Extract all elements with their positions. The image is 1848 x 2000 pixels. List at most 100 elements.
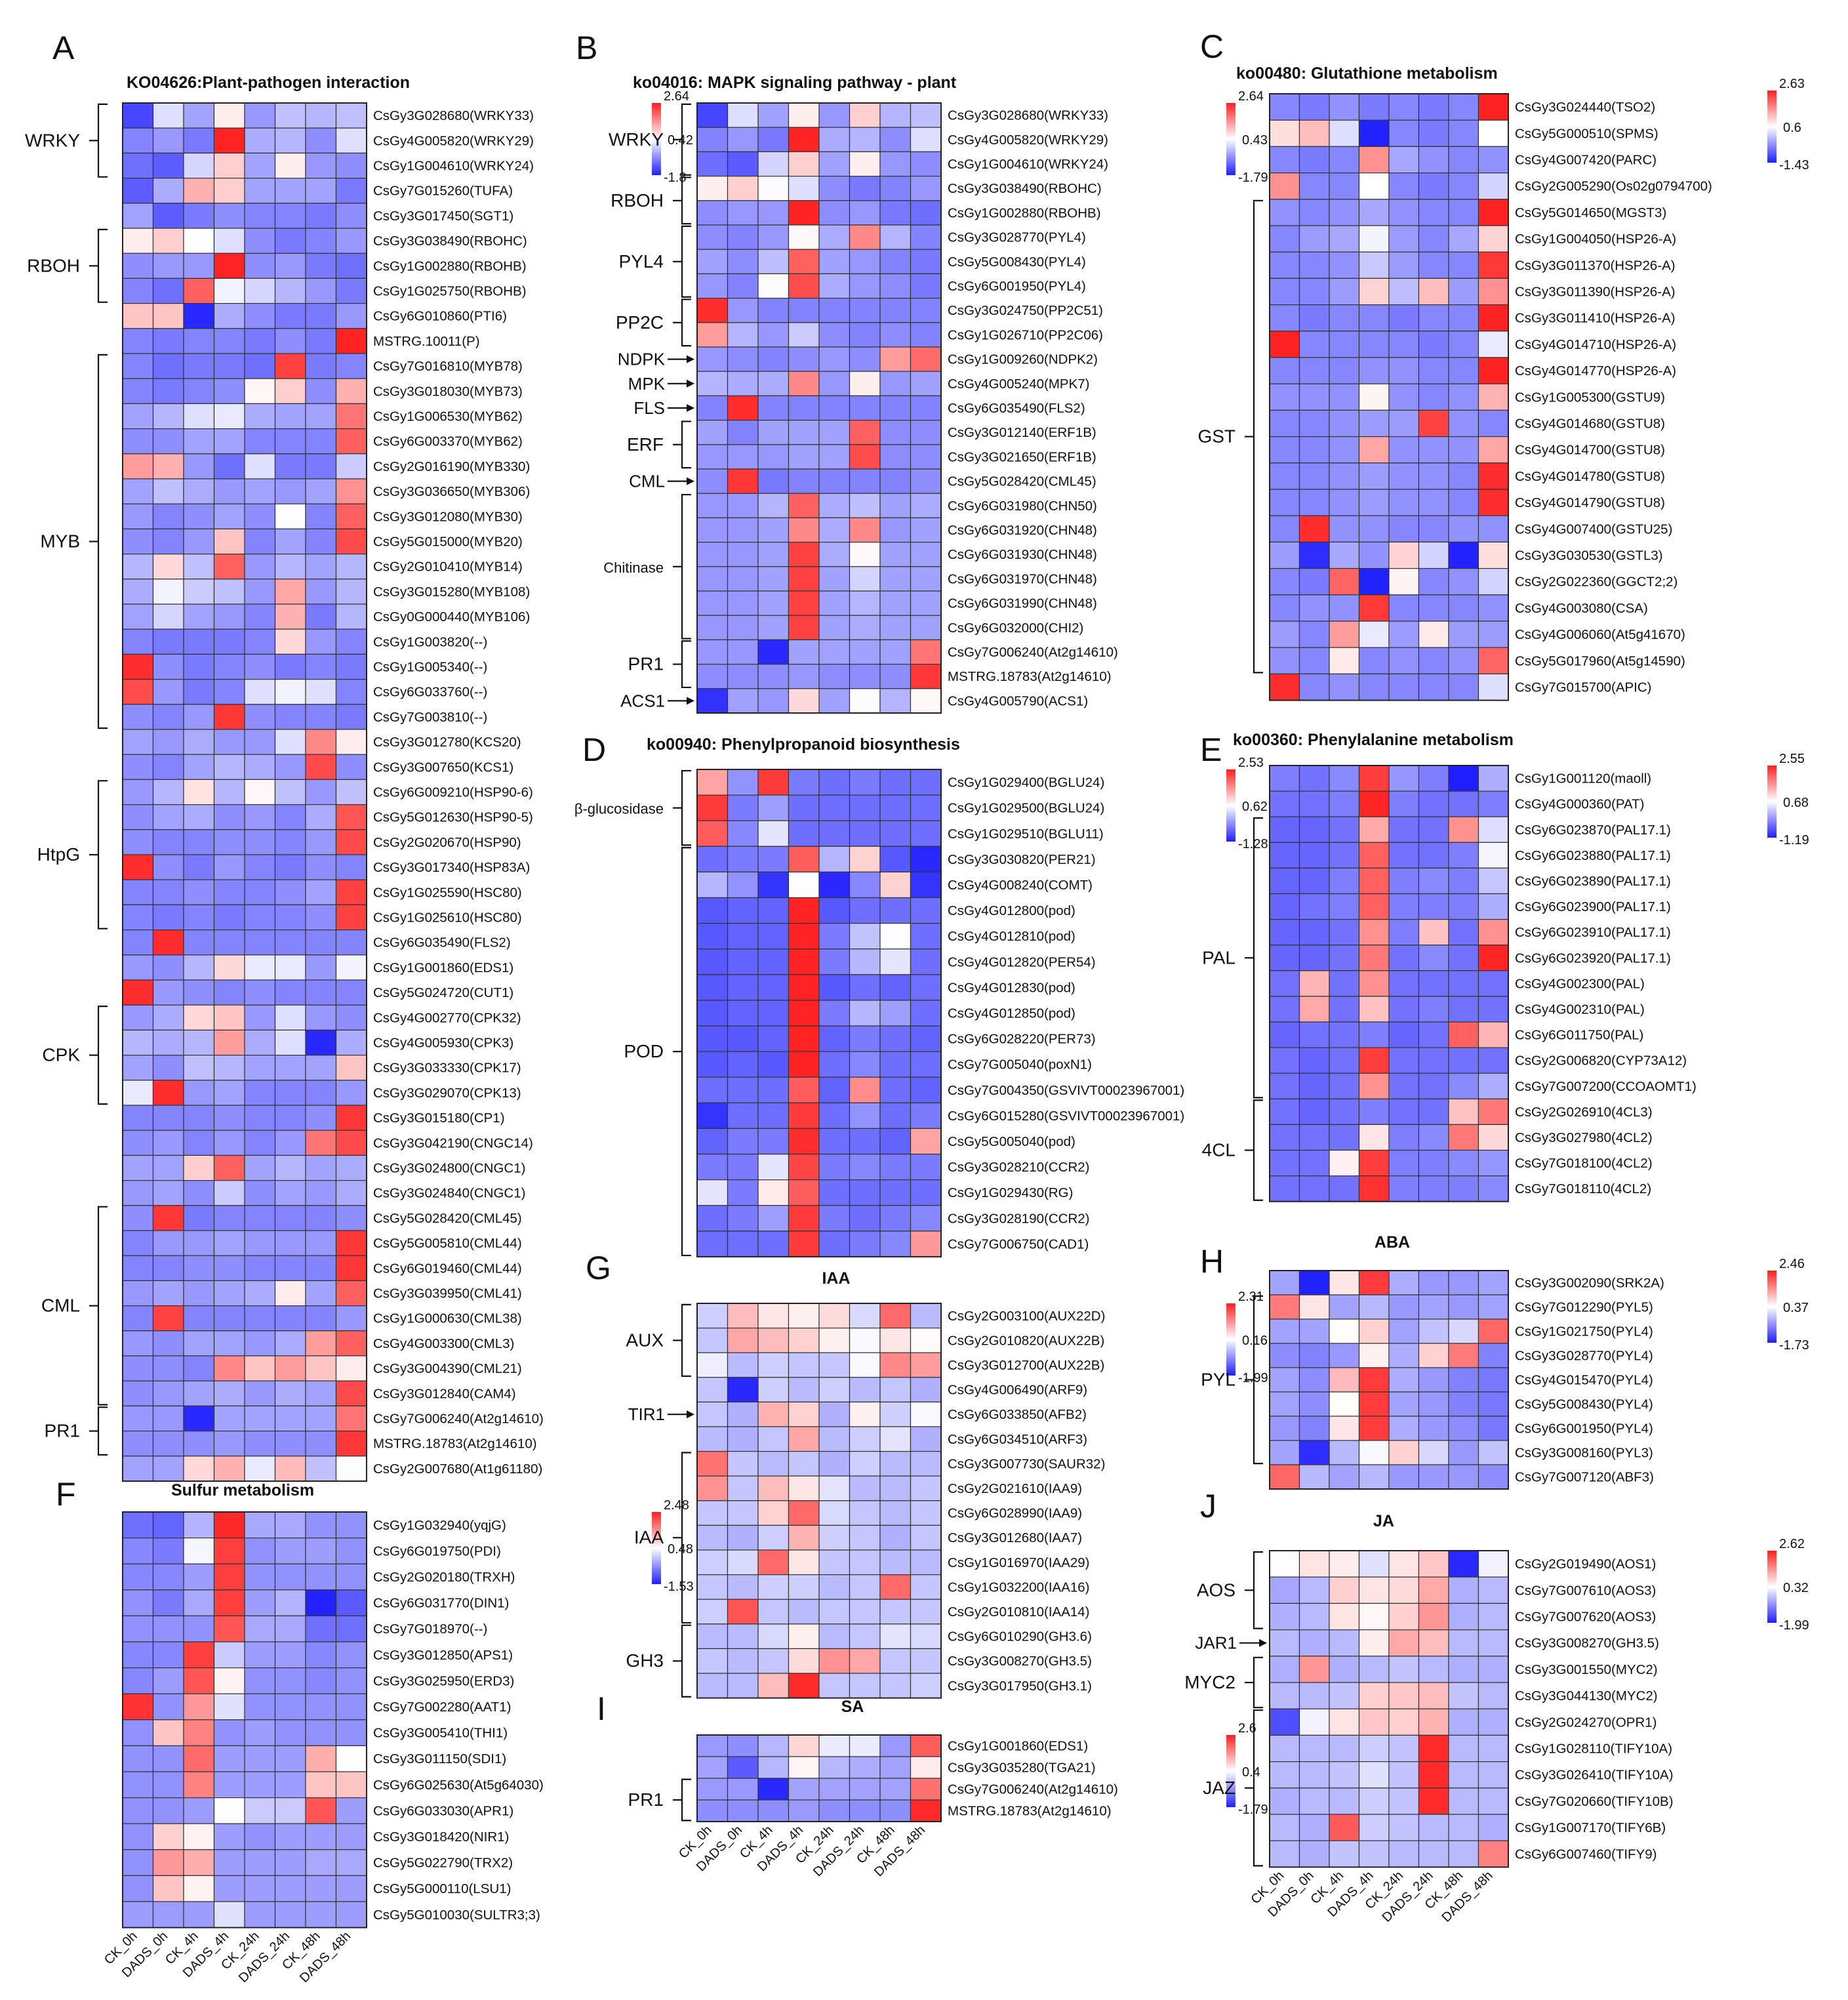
heatmap-cell: [274, 1589, 306, 1617]
heatmap-cell: [152, 1849, 184, 1877]
row-label: CsGy5G017960(At5g14590): [1515, 653, 1685, 668]
heatmap-cell: [910, 1549, 942, 1576]
heatmap-cell: [1358, 842, 1390, 869]
heatmap-cell: [879, 1451, 912, 1477]
heatmap-cell: [274, 879, 306, 905]
heatmap-cell: [1358, 945, 1390, 971]
row-label: CsGy2G003100(AUX22D): [948, 1309, 1105, 1324]
heatmap-cell: [757, 1000, 790, 1027]
heatmap-cell: [1418, 1047, 1449, 1074]
heatmap-cell: [1477, 1708, 1509, 1736]
heatmap-cell: [1298, 409, 1330, 438]
row-label: CsGy2G022360(GGCT2;2): [1515, 575, 1677, 590]
heatmap-cell: [1448, 1814, 1479, 1841]
heatmap-cell: [1448, 1602, 1479, 1631]
scale-min-label: -1.53: [664, 1580, 694, 1594]
heatmap-cell: [1477, 996, 1509, 1023]
heatmap-cell: [335, 1230, 367, 1256]
heatmap-cell: [1269, 1708, 1300, 1736]
heatmap-cell: [910, 273, 942, 299]
heatmap-cell: [244, 378, 276, 405]
heatmap-cell: [244, 979, 276, 1006]
heatmap-cell: [1298, 1343, 1330, 1368]
heatmap-cell: [1448, 1149, 1479, 1177]
heatmap-cell: [1358, 436, 1390, 464]
row-label: CsGy3G012780(KCS20): [373, 735, 521, 750]
heatmap-cell: [335, 503, 367, 530]
heatmap-cell: [213, 854, 245, 880]
heatmap-cell: [122, 1431, 154, 1457]
heatmap-cell: [335, 328, 367, 354]
heatmap-cell: [305, 1105, 337, 1131]
heatmap-cell: [335, 127, 367, 153]
row-label: CsGy3G005410(THI1): [373, 1726, 508, 1741]
heatmap-cell: [305, 378, 337, 405]
heatmap-cell: [910, 151, 942, 177]
heatmap-cell: [910, 639, 942, 665]
heatmap-border: [1269, 765, 1509, 1202]
heatmap-cell: [305, 1330, 337, 1357]
row-label: CsGy6G007460(TIFY9): [1515, 1847, 1657, 1862]
heatmap-cell: [1358, 93, 1390, 121]
heatmap-cell: [213, 178, 245, 204]
heatmap-cell: [879, 176, 912, 201]
heatmap-cell: [305, 1004, 337, 1031]
heatmap-cell: [879, 769, 912, 796]
heatmap-cell: [910, 176, 942, 201]
row-label: CsGy6G033760(--): [373, 685, 487, 700]
row-label: CsGy3G028680(WRKY33): [373, 108, 534, 123]
heatmap-cell: [244, 1355, 276, 1381]
heatmap-cell: [122, 1745, 154, 1772]
heatmap-cell: [1477, 1602, 1509, 1631]
row-label: CsGy1G028110(TIFY10A): [1515, 1742, 1672, 1757]
heatmap-cell: [727, 1500, 759, 1526]
heatmap-cell: [910, 974, 942, 1001]
heatmap-cell: [1477, 567, 1509, 596]
heatmap-cell: [1298, 331, 1330, 358]
heatmap-cell: [183, 553, 215, 580]
heatmap-cell: [244, 353, 276, 379]
heatmap-cell: [1418, 1021, 1449, 1048]
heatmap-cell: [305, 628, 337, 655]
heatmap-cell: [274, 1205, 306, 1231]
heatmap-cell: [183, 1719, 215, 1747]
heatmap-cell: [305, 804, 337, 830]
heatmap-cell: [757, 820, 790, 847]
heatmap-cell: [213, 1589, 245, 1617]
heatmap-cell: [1477, 225, 1509, 253]
heatmap-cell: [1329, 1602, 1360, 1631]
heatmap-cell: [305, 328, 337, 354]
heatmap-cell: [152, 1205, 184, 1231]
row-label: CsGy3G038490(RBOHC): [948, 181, 1102, 196]
heatmap-cell: [213, 1797, 245, 1824]
heatmap-cell: [1477, 409, 1509, 438]
heatmap-cell: [757, 1102, 790, 1130]
heatmap-cell: [788, 1153, 820, 1181]
heatmap-cell: [1298, 594, 1330, 622]
heatmap-cell: [122, 729, 154, 755]
heatmap-cell: [910, 871, 942, 899]
heatmap-cell: [1418, 173, 1449, 200]
heatmap-cell: [788, 639, 820, 665]
row-label: CsGy4G003300(CML3): [373, 1336, 514, 1351]
heatmap-cell: [152, 1745, 184, 1772]
heatmap-cell: [727, 1303, 759, 1329]
heatmap-cell: [1448, 1318, 1479, 1344]
heatmap-cell: [1298, 1464, 1330, 1490]
heatmap-cell: [727, 974, 759, 1001]
group-label: HtpG: [37, 844, 80, 865]
heatmap-cell: [274, 277, 306, 304]
heatmap-cell: [183, 1823, 215, 1850]
heatmap-cell: [788, 1574, 820, 1600]
heatmap-cell: [818, 249, 851, 275]
heatmap-cell: [274, 228, 306, 254]
heatmap-cell: [122, 553, 154, 580]
group-bracket: [1253, 199, 1263, 674]
row-label: CsGy3G012840(CAM4): [373, 1386, 516, 1401]
heatmap-cell: [1358, 409, 1390, 438]
heatmap-cell: [788, 419, 820, 445]
row-label: CsGy3G035280(TGA21): [948, 1761, 1096, 1776]
heatmap-cell: [1329, 1814, 1360, 1841]
heatmap-cell: [335, 603, 367, 630]
heatmap-cell: [727, 1153, 759, 1181]
